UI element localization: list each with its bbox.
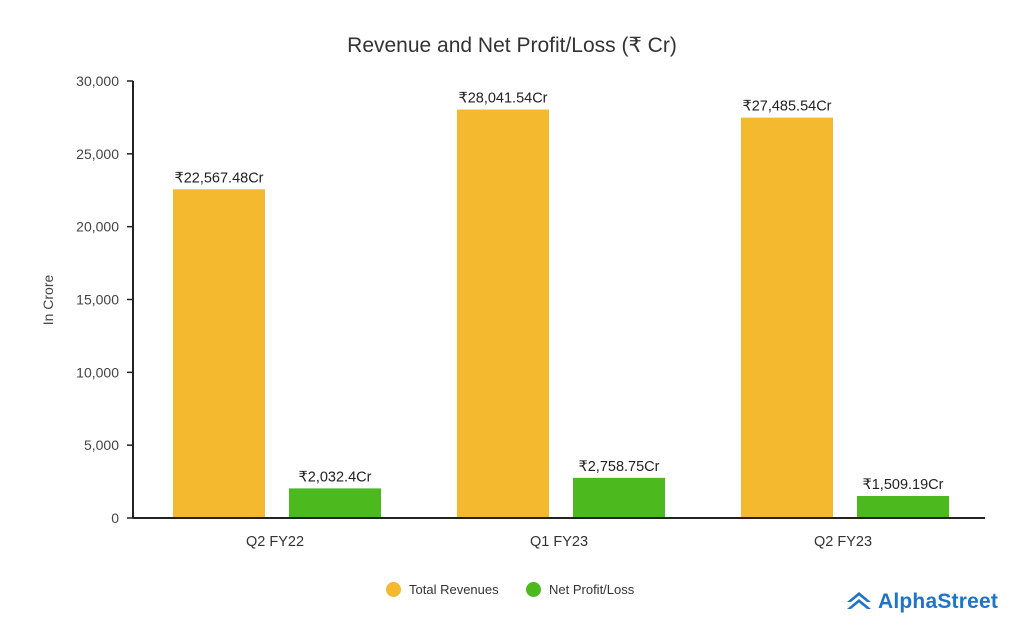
y-tick-label: 10,000: [76, 364, 119, 380]
y-tick-label: 30,000: [76, 73, 119, 89]
legend-label-total-revenues: Total Revenues: [409, 582, 499, 597]
data-label-net-profit-loss-q2-fy22: ₹2,032.4Cr: [299, 469, 372, 485]
bar-total-revenues-q2-fy22: [173, 189, 265, 519]
legend-item-net-profit: Net Profit/Loss: [526, 582, 634, 597]
legend-swatch-net-profit: [526, 582, 541, 597]
bar-net-profit-loss-q1-fy23: [573, 477, 665, 518]
chart-title: Revenue and Net Profit/Loss (₹ Cr): [347, 34, 677, 57]
y-tick-label: 5,000: [84, 437, 119, 453]
y-axis-label: In Crore: [40, 275, 56, 326]
y-tick-label: 25,000: [76, 146, 119, 162]
y-tick-label: 20,000: [76, 219, 119, 235]
legend-swatch-total-revenues: [386, 582, 401, 597]
legend: Total Revenues Net Profit/Loss: [0, 582, 1024, 606]
y-tick-label: 15,000: [76, 292, 119, 308]
data-label-total-revenues-q1-fy23: ₹28,041.54Cr: [458, 91, 547, 107]
bar-net-profit-loss-q2-fy23: [857, 496, 949, 518]
data-label-net-profit-loss-q2-fy23: ₹1,509.19Cr: [863, 477, 944, 493]
alphastreet-logo-icon: [847, 592, 871, 609]
alphastreet-logo-text: AlphaStreet: [878, 590, 999, 613]
alphastreet-logo: AlphaStreet: [846, 590, 998, 614]
bar-net-profit-loss-q2-fy22: [289, 488, 381, 518]
x-tick-label-q2-fy22: Q2 FY22: [246, 534, 304, 550]
x-axis: Q2 FY22 Q1 FY23 Q2 FY23: [133, 517, 985, 550]
y-axis: 0 5,000 10,000 15,000 20,000 25,000 30,000: [76, 73, 134, 526]
data-label-total-revenues-q2-fy23: ₹27,485.54Cr: [742, 99, 831, 115]
data-label-net-profit-loss-q1-fy23: ₹2,758.75Cr: [579, 459, 660, 475]
x-tick-label-q1-fy23: Q1 FY23: [530, 534, 588, 550]
bar-total-revenues-q2-fy23: [741, 117, 833, 518]
x-tick-label-q2-fy23: Q2 FY23: [814, 534, 872, 550]
legend-item-total-revenues: Total Revenues: [386, 582, 499, 597]
legend-label-net-profit: Net Profit/Loss: [549, 582, 635, 597]
data-label-total-revenues-q2-fy22: ₹22,567.48Cr: [174, 170, 263, 186]
y-tick-label: 0: [111, 510, 119, 526]
bar-total-revenues-q1-fy23: [457, 109, 549, 519]
bars: ₹22,567.48Cr ₹2,032.4Cr ₹28,041.54Cr ₹2,758…: [173, 91, 949, 519]
